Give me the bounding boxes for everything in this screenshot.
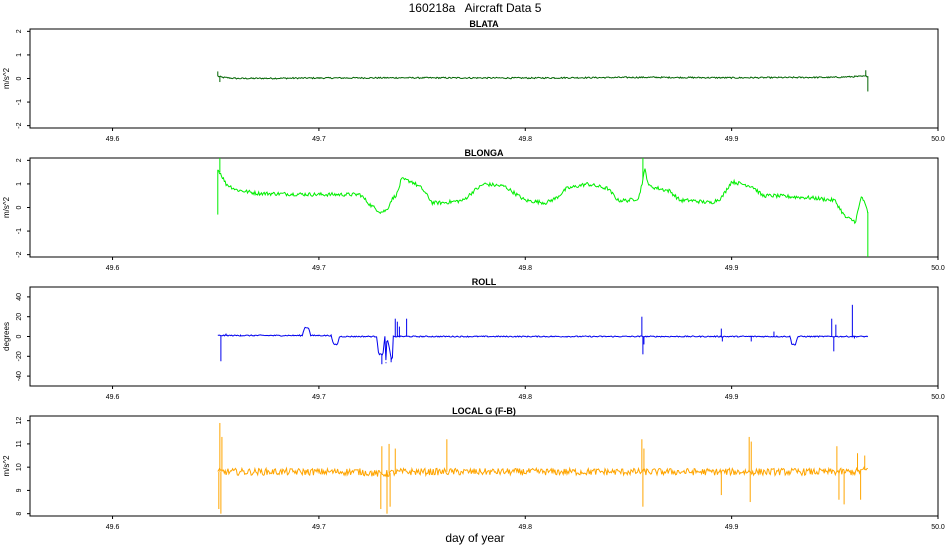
y-tick-label: 1	[16, 53, 23, 57]
y-tick-label: 11	[16, 440, 23, 447]
panel-title: BLATA	[469, 19, 499, 29]
x-tick-label: 49.8	[518, 394, 532, 401]
y-tick-label: 1	[16, 182, 23, 186]
series-line	[217, 466, 869, 478]
x-tick-label: 50.0	[931, 136, 945, 143]
panel-3: ROLL degrees 49.6 49.7 49.8 49.9 50.0 -40 -20 0 20…	[2, 277, 945, 401]
x-tick-label: 49.8	[518, 136, 532, 143]
panel-title: BLONGA	[465, 148, 504, 158]
x-tick-label: 49.8	[518, 265, 532, 272]
plot-frame	[29, 157, 939, 258]
x-tick-label: 49.7	[312, 136, 326, 143]
y-tick-label: -2	[16, 251, 23, 257]
plot-frame	[29, 415, 939, 517]
y-tick-label: 12	[16, 417, 23, 425]
x-tick-label: 49.6	[106, 394, 120, 401]
panel-2: BLONGA m/s^2 49.6 49.7 49.8 49.9 50.0 -2 -1 0 1 2	[2, 148, 945, 272]
x-tick-label: 49.6	[106, 265, 120, 272]
y-axis-label: m/s^2	[2, 196, 11, 218]
x-tick-label: 50.0	[931, 394, 945, 401]
x-tick-label: 49.9	[725, 136, 739, 143]
plot-frame	[29, 28, 939, 129]
y-tick-label: -2	[16, 122, 23, 128]
x-tick-label: 49.7	[312, 265, 326, 272]
y-tick-label: 0	[16, 76, 23, 80]
x-axis-label: day of year	[445, 531, 505, 545]
y-axis-label: degrees	[2, 322, 11, 351]
x-tick-label: 49.8	[518, 524, 532, 531]
x-tick-label: 49.7	[312, 524, 326, 531]
x-tick-label: 50.0	[931, 265, 945, 272]
panel-4: LOCAL G (F-B) m/s^2 49.6 49.7 49.8 49.9 50.0 8 9…	[2, 406, 945, 531]
panel-1: BLATA m/s^2 49.6 49.7 49.8 49.9 50.0 -2 -1 0 1 2	[2, 19, 945, 143]
y-tick-label: 10	[16, 463, 23, 471]
y-axis-label: m/s^2	[2, 455, 11, 477]
y-tick-label: 9	[16, 488, 23, 492]
series-line	[217, 326, 869, 361]
y-tick-label: 2	[16, 158, 23, 162]
x-tick-label: 49.6	[106, 524, 120, 531]
series-line	[217, 168, 869, 225]
x-tick-label: 49.7	[312, 394, 326, 401]
y-tick-label: 8	[16, 512, 23, 516]
panel-title: LOCAL G (F-B)	[452, 406, 516, 416]
y-tick-label: 0	[16, 334, 23, 338]
y-tick-label: 40	[16, 293, 23, 301]
y-tick-label: -40	[16, 371, 23, 381]
x-tick-label: 49.9	[725, 524, 739, 531]
y-tick-label: -1	[16, 228, 23, 234]
figure-title: 160218a Aircraft Data 5	[408, 1, 542, 15]
series-line	[217, 75, 868, 80]
x-tick-label: 49.9	[725, 265, 739, 272]
x-tick-label: 50.0	[931, 524, 945, 531]
y-tick-label: -20	[16, 351, 23, 361]
x-tick-label: 49.6	[106, 136, 120, 143]
y-tick-label: 20	[16, 313, 23, 321]
panel-title: ROLL	[472, 277, 497, 287]
x-tick-label: 49.9	[725, 394, 739, 401]
y-tick-label: 2	[16, 29, 23, 33]
y-tick-label: 0	[16, 205, 23, 209]
y-tick-label: -1	[16, 99, 23, 105]
y-axis-label: m/s^2	[2, 67, 11, 89]
